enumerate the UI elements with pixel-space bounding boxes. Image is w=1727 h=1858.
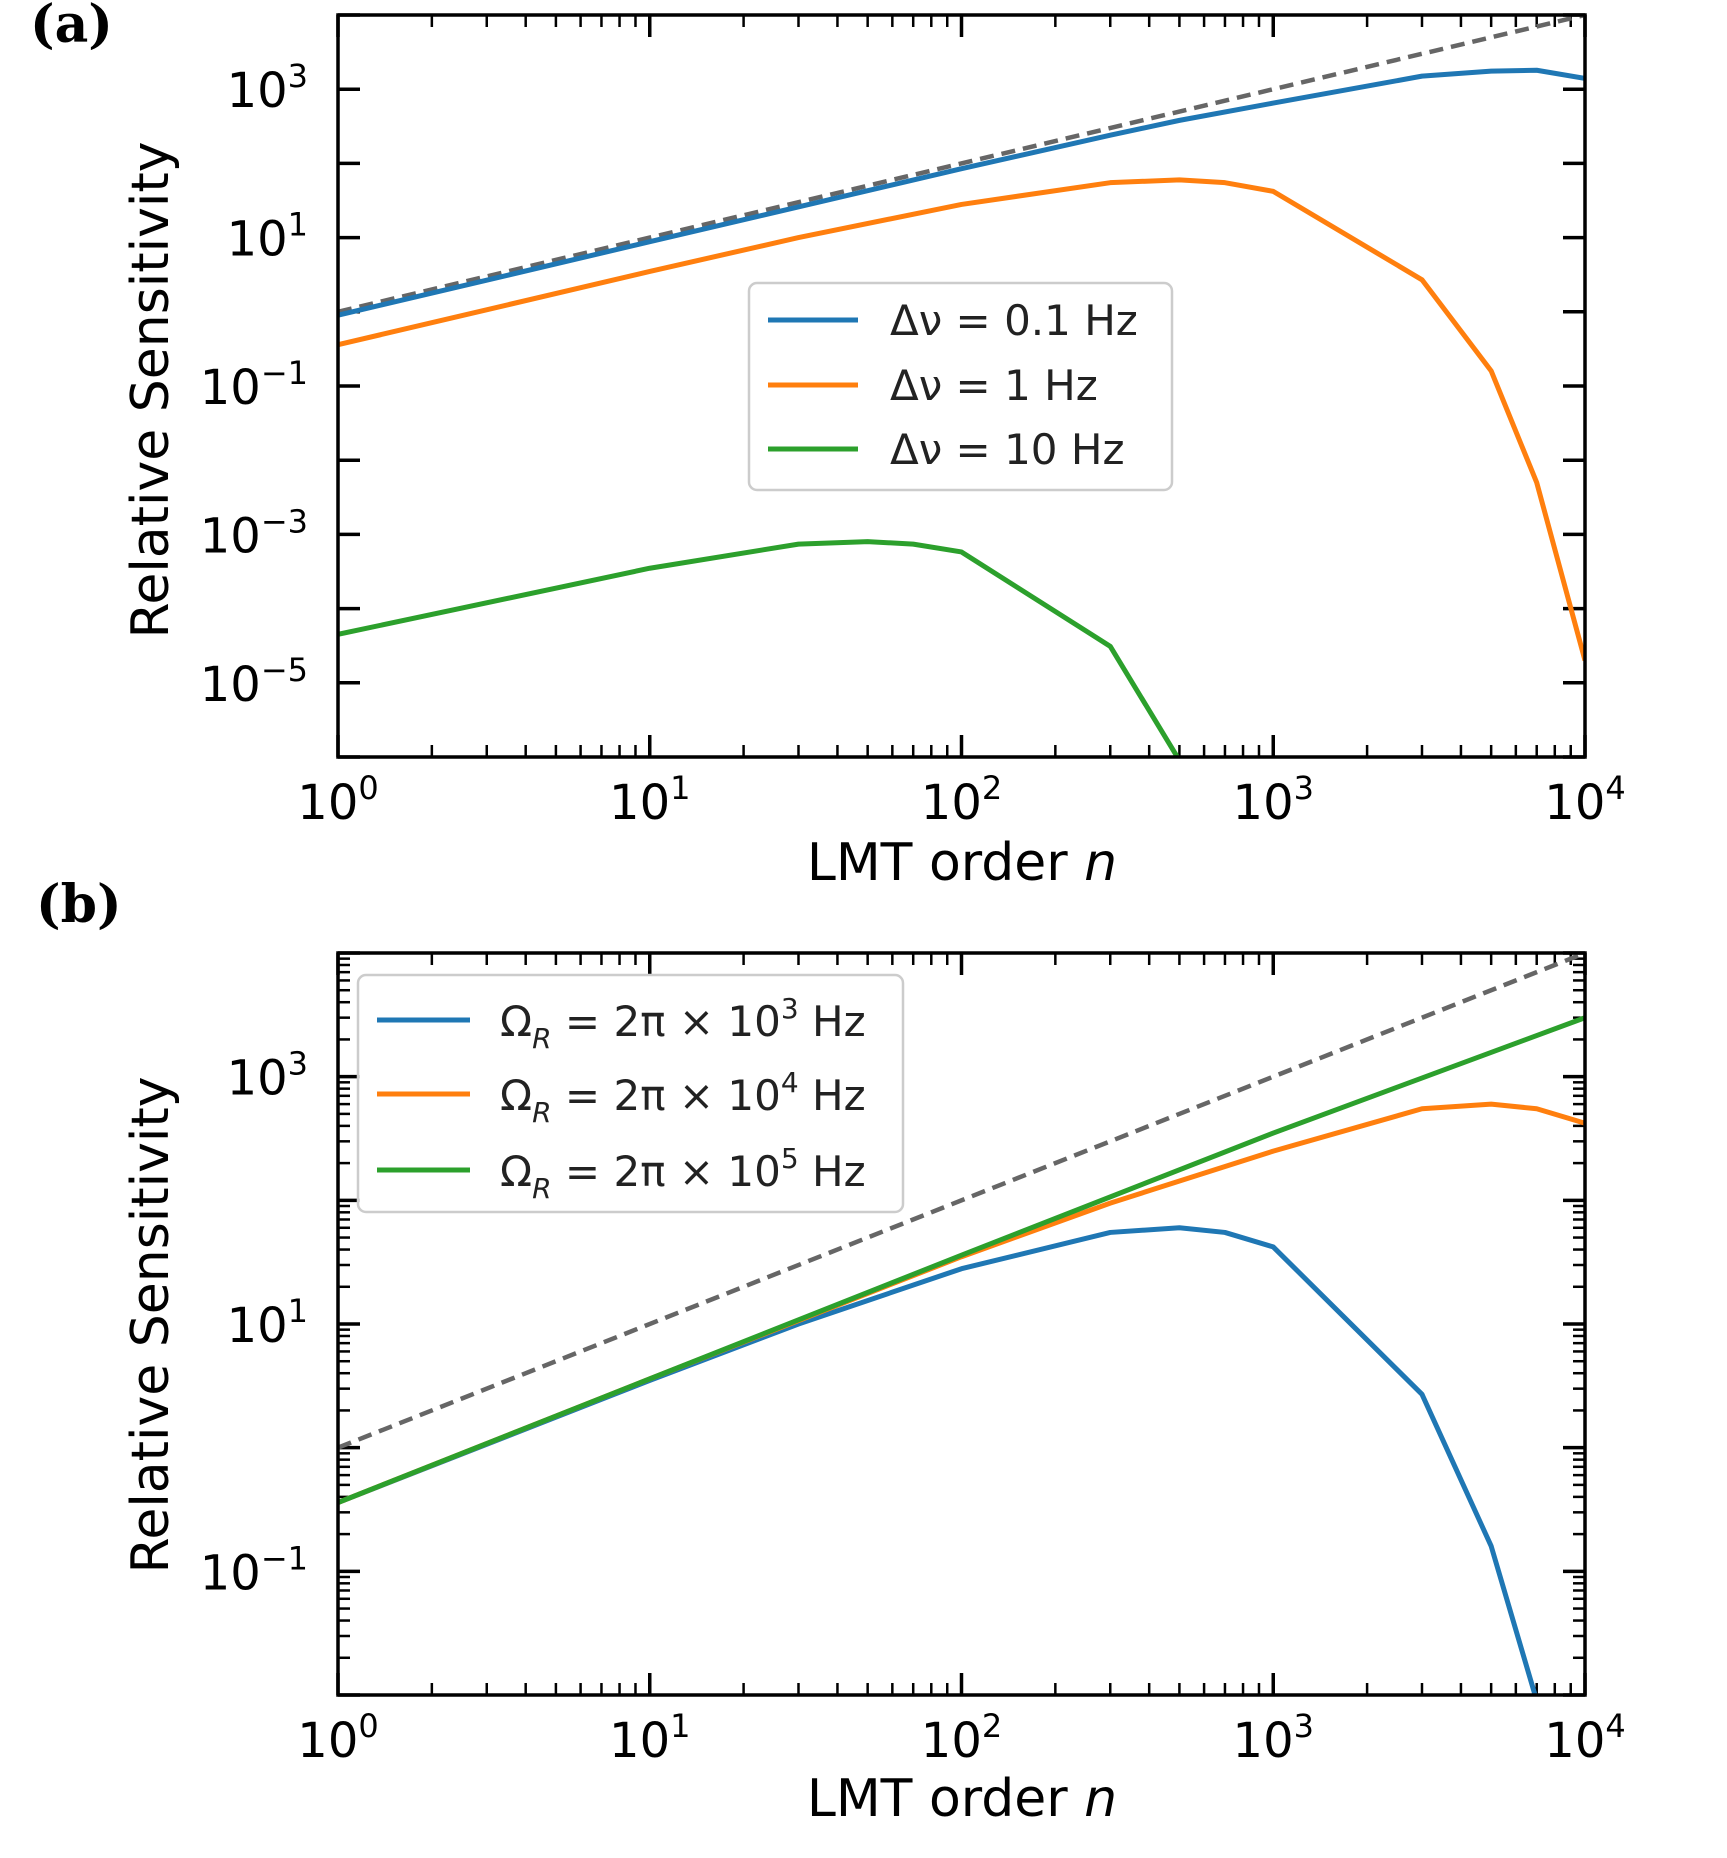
panel-b-ticks (336, 951, 1587, 1697)
panel-b-legend-label-0-sup: 3 (781, 992, 799, 1025)
panel-a-legend-label-1: Δν = 1 Hz (890, 361, 1098, 410)
panel-b-legend-label-2-end: Hz (799, 1147, 866, 1196)
x-tick-label: 102 (921, 1707, 1002, 1769)
x-tick-label: 104 (1544, 769, 1625, 831)
series-line-2 (338, 1015, 1585, 1505)
panel-b-chart: (b) 100 101 102 103 104 10−1 101 103 LMT order… (36, 874, 1626, 1829)
y-tick-label: 103 (227, 57, 308, 119)
panel-b-legend-label-0-omega: Ω (500, 997, 532, 1046)
x-tick-label: 104 (1544, 1707, 1625, 1769)
panel-b-y-axis-title: Relative Sensitivity (121, 1077, 181, 1574)
panel-b-legend-box (356, 973, 905, 1214)
panel-a-x-axis-title-text: LMT order (807, 833, 1084, 893)
panel-b-legend-label-2-sup: 5 (781, 1142, 799, 1175)
x-tick-label: 100 (297, 1707, 378, 1769)
y-tick-label: 101 (227, 1292, 308, 1354)
panel-b-legend-label-2-sub: R (532, 1172, 551, 1205)
x-tick-label: 101 (609, 769, 690, 831)
panel-b-legend-label-0: ΩR = 2π × 103 Hz (500, 992, 866, 1055)
panel-a-x-tick-labels: 100 101 102 103 104 (297, 769, 1625, 831)
panel-b-label: (b) (36, 874, 122, 935)
panel-b-legend-label-0-mid: = 2π × 10 (552, 997, 781, 1046)
x-axis-title-variable: n (1084, 833, 1117, 893)
x-tick-label: 101 (609, 1707, 690, 1769)
panel-b-reference-line (338, 953, 1585, 1450)
panel-b-legend-label-2: ΩR = 2π × 105 Hz (500, 1142, 866, 1205)
x-tick-label: 102 (921, 769, 1002, 831)
panel-a-legend-label-0: Δν = 0.1 Hz (890, 296, 1138, 345)
panel-b-plot-frame (336, 951, 1587, 1697)
panel-a-y-axis-title: Relative Sensitivity (121, 142, 181, 639)
panel-a-legend-box (747, 281, 1174, 492)
series-line-0 (338, 1225, 1538, 1695)
x-axis-title-variable: n (1084, 1769, 1117, 1829)
series-line-0 (338, 67, 1585, 318)
x-tick-label: 103 (1233, 769, 1314, 831)
x-tick-label: 103 (1233, 1707, 1314, 1769)
panel-b-legend-label-1-mid: = 2π × 10 (552, 1071, 781, 1120)
panel-b-legend-label-0-end: Hz (799, 997, 866, 1046)
y-tick-label: 10−3 (200, 502, 308, 564)
x-tick-label: 100 (297, 769, 378, 831)
panel-b-legend-label-1: ΩR = 2π × 104 Hz (500, 1066, 866, 1129)
panel-a-legend-label-2: Δν = 10 Hz (890, 425, 1125, 474)
panel-b-x-axis-title-text: LMT order (807, 1769, 1084, 1829)
y-tick-label: 10−5 (200, 651, 308, 713)
reference-line (338, 953, 1585, 1450)
panel-b-x-axis-title: LMT order n (807, 1769, 1117, 1829)
panel-a-series (338, 67, 1585, 757)
panel-b-legend-label-2-mid: = 2π × 10 (552, 1147, 781, 1196)
series-line-1 (338, 177, 1585, 662)
y-tick-label: 10−1 (200, 354, 308, 416)
y-tick-label: 101 (227, 206, 308, 268)
panel-a-label: (a) (30, 0, 113, 55)
panel-b-legend-label-1-omega: Ω (500, 1071, 532, 1120)
panel-a-legend: Δν = 0.1 Hz Δν = 1 Hz Δν = 10 Hz (747, 281, 1174, 492)
panel-a-y-tick-labels: 10−5 10−3 10−1 101 103 (200, 57, 308, 713)
panel-a-chart: (a) 100 101 102 103 104 10−5 10−3 10−1 101 103 L… (30, 0, 1626, 893)
panel-b-legend-label-1-sub: R (532, 1096, 551, 1129)
panel-b-legend-label-0-sub: R (532, 1022, 551, 1055)
series-line-2 (338, 539, 1181, 757)
panel-a-reference-line (338, 15, 1585, 314)
reference-line (338, 15, 1585, 314)
panel-b-legend-label-1-end: Hz (799, 1071, 866, 1120)
panel-b-x-tick-labels: 100 101 102 103 104 (297, 1707, 1625, 1769)
panel-b-legend: ΩR = 2π × 103 Hz ΩR = 2π × 104 Hz ΩR = 2… (356, 973, 905, 1214)
panel-a-plot-frame (336, 13, 1587, 759)
panel-b-series (338, 1015, 1585, 1695)
panel-a-x-axis-title: LMT order n (807, 833, 1117, 893)
panel-b-legend-label-2-omega: Ω (500, 1147, 532, 1196)
panel-b-y-tick-labels: 10−1 101 103 (200, 1045, 308, 1602)
panel-b-legend-label-1-sup: 4 (781, 1066, 799, 1099)
y-tick-label: 10−1 (200, 1539, 308, 1601)
y-tick-label: 103 (227, 1045, 308, 1107)
